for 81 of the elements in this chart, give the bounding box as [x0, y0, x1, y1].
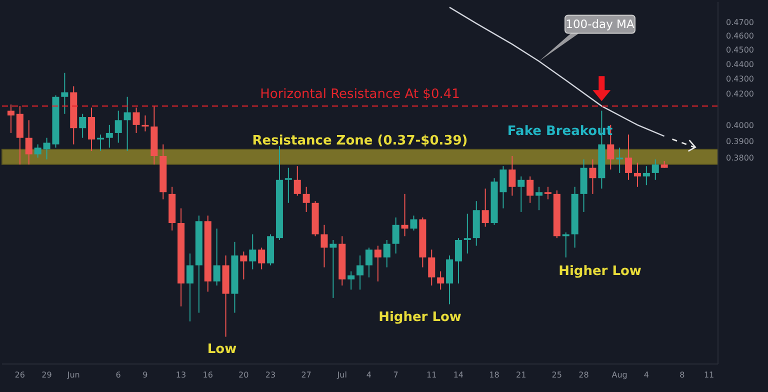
candlestick — [96, 134, 104, 152]
candlestick — [142, 114, 149, 132]
candlestick — [383, 239, 390, 268]
candlestick — [61, 72, 68, 114]
candlestick — [526, 176, 534, 204]
candlestick — [132, 107, 140, 134]
candlestick — [114, 110, 122, 144]
candlestick — [642, 166, 650, 186]
candlestick — [544, 186, 552, 200]
candlestick — [124, 96, 131, 152]
annotation: Low — [207, 342, 237, 357]
candlestick — [88, 107, 96, 152]
candlestick — [348, 270, 355, 290]
y-tick-label: 0.4000 — [726, 120, 754, 130]
candlestick — [240, 251, 248, 280]
x-tick-label: 11 — [426, 370, 437, 380]
candlestick — [634, 162, 641, 188]
x-tick-label: 9 — [142, 370, 148, 380]
y-tick-label: 0.4400 — [726, 60, 754, 69]
y-tick-label: 0.4300 — [726, 74, 754, 84]
candlestick — [508, 155, 516, 196]
x-tick-label: 29 — [42, 370, 52, 380]
candlestick — [454, 238, 462, 284]
candlestick — [518, 176, 525, 212]
y-tick-label: 0.3900 — [726, 136, 754, 146]
candlestick — [401, 193, 408, 237]
candlestick — [437, 270, 444, 290]
x-tick-label: Aug — [612, 370, 628, 380]
candlestick — [284, 167, 292, 204]
candlestick — [16, 106, 24, 165]
x-tick-label: 8 — [680, 370, 685, 380]
candlestick — [320, 224, 328, 268]
x-tick-label: 21 — [516, 370, 526, 380]
candlestick — [213, 228, 220, 286]
x-tick-label: 7 — [393, 370, 398, 380]
candlestick — [186, 253, 194, 322]
band-label: Resistance Zone (0.37-$0.39) — [252, 133, 468, 148]
candlestick — [428, 249, 436, 286]
candlestick — [330, 239, 337, 298]
annotation: Higher Low — [378, 310, 462, 325]
candlestick — [589, 158, 596, 194]
candlestick — [482, 188, 489, 228]
x-tick-label: Jun — [66, 370, 80, 380]
x-tick-label: 23 — [265, 370, 276, 380]
x-tick-label: 11 — [704, 370, 714, 380]
y-tick-label: 0.4600 — [726, 32, 754, 41]
x-tick-label: 14 — [453, 370, 464, 380]
x-tick-label: 13 — [176, 370, 186, 380]
ref-line-label: Horizontal Resistance At $0.41 — [260, 87, 460, 102]
annotation: Higher Low — [558, 264, 642, 279]
candlestick — [536, 186, 543, 211]
x-tick-label: 16 — [202, 370, 213, 380]
x-tick-label: 28 — [578, 370, 589, 380]
candlestick — [652, 158, 659, 180]
candlestick — [374, 245, 382, 282]
candlestick — [249, 234, 256, 270]
x-tick-label: 25 — [552, 370, 562, 380]
candlestick — [356, 254, 364, 290]
x-tick-label: Jul — [336, 370, 347, 380]
candlestick — [302, 186, 310, 212]
text: 100-day MA — [566, 17, 634, 32]
candlestick — [106, 124, 113, 148]
y-tick-label: 0.4200 — [726, 90, 754, 99]
x-tick-label: 6 — [116, 370, 121, 380]
x-tick-label: 4 — [366, 370, 372, 380]
x-tick-label: 26 — [14, 370, 25, 380]
x-tick-label: 20 — [238, 370, 249, 380]
candlestick — [464, 213, 471, 254]
candlestick — [79, 113, 86, 138]
candlestick — [294, 166, 301, 196]
candlestick — [258, 247, 266, 270]
y-tick-label: 0.4500 — [726, 46, 754, 55]
x-tick-label: 27 — [301, 370, 312, 380]
x-tick-label: 4 — [644, 370, 649, 380]
candlestick — [365, 247, 372, 278]
x-tick-label: 18 — [489, 370, 500, 380]
candlestick — [392, 216, 400, 254]
y-tick-label: 0.4700 — [726, 18, 754, 27]
y-tick-label: 0.3800 — [726, 154, 754, 163]
candlestick — [7, 104, 14, 134]
candlestick — [410, 215, 418, 232]
